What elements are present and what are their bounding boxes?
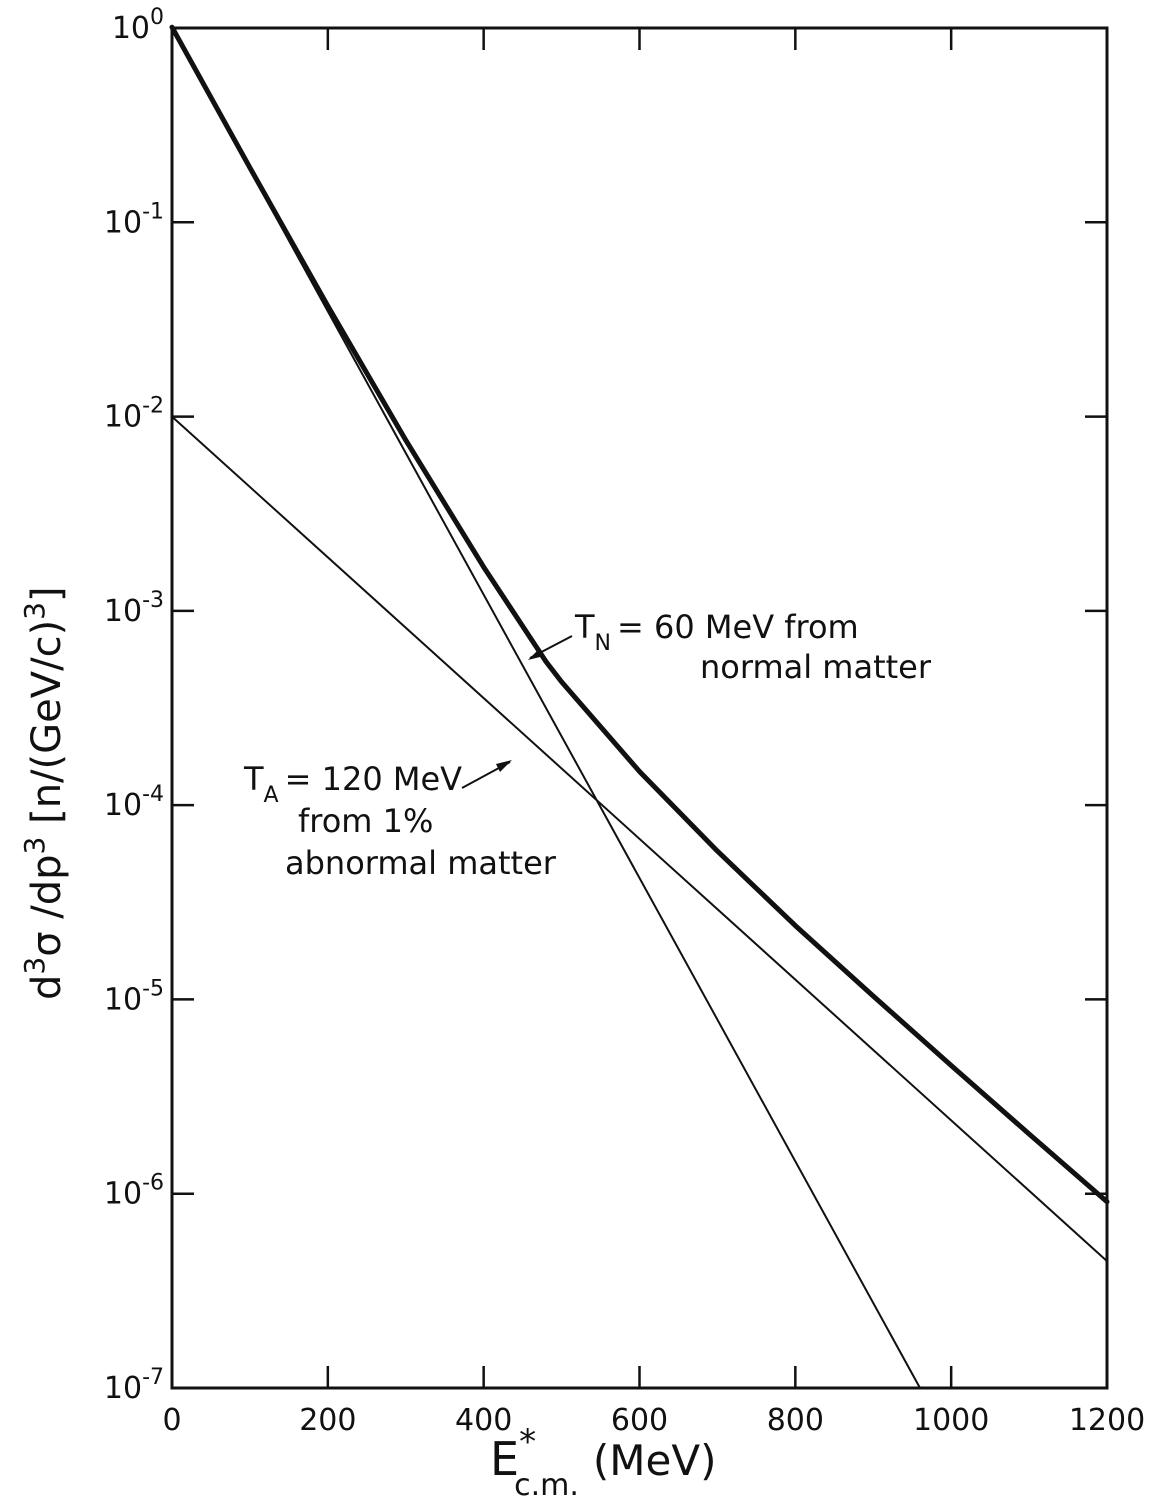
y-axis-title-part-5: 3 bbox=[18, 602, 51, 620]
series-line-2 bbox=[171, 415, 1108, 1263]
annotation-ta-line1: TA = 120 MeV bbox=[243, 760, 462, 808]
annotation-ta-arrowhead bbox=[496, 760, 512, 772]
plot-frame bbox=[170, 26, 1109, 1390]
annotation-ta-line3: abnormal matter bbox=[285, 844, 557, 882]
y-axis-title-part-1: 3 bbox=[18, 957, 51, 975]
x-tick-label: 600 bbox=[611, 1403, 668, 1438]
series-layer bbox=[169, 24, 1110, 1389]
annotation-tn-line1: TN = 60 MeV from bbox=[574, 608, 859, 656]
annotation-tn-symbol: T bbox=[574, 608, 595, 646]
y-tick-label: 10-5 bbox=[104, 976, 164, 1017]
annotation-ta-text: = 120 MeV bbox=[285, 760, 463, 798]
y-tick-label: 10-4 bbox=[104, 782, 164, 823]
x-tick-labels: 0 200 400 600 800 1000 1200 bbox=[162, 1403, 1145, 1438]
y-tick-label: 100 bbox=[112, 5, 164, 46]
x-axis-title-subscript: c.m. bbox=[514, 1468, 579, 1496]
annotation-tn-text: = 60 MeV from bbox=[617, 608, 859, 646]
annotation-ta-symbol: T bbox=[243, 760, 264, 798]
y-axis-title-part-6: ] bbox=[24, 586, 70, 602]
y-axis-title-part-4: [n/(GeV/c) bbox=[24, 620, 70, 837]
x-axis-title: E* c.m. (MeV) bbox=[490, 1422, 716, 1496]
annotation-tn-arrowhead bbox=[528, 648, 544, 660]
annotation-tn-line2: normal matter bbox=[700, 648, 932, 686]
x-tick-label: 800 bbox=[767, 1403, 824, 1438]
series-line-3 bbox=[169, 24, 1110, 1205]
x-axis-title-unit: (MeV) bbox=[593, 1436, 717, 1485]
y-axis-title-part-2: σ /dp bbox=[24, 854, 70, 956]
y-axis-title: d3σ /dp3 [n/(GeV/c)3] bbox=[18, 586, 70, 1000]
y-tick-labels: 100 10-1 10-2 10-3 10-4 10-5 10-6 10-7 bbox=[104, 5, 164, 1406]
x-tick-label: 1000 bbox=[913, 1403, 989, 1438]
x-tick-label: 400 bbox=[455, 1403, 512, 1438]
y-tick-label: 10-7 bbox=[104, 1365, 164, 1406]
y-tick-label: 10-6 bbox=[104, 1171, 164, 1212]
x-axis-title-star: * bbox=[519, 1422, 536, 1462]
annotation-ta-subscript: A bbox=[264, 783, 279, 808]
x-axis-title-main: E bbox=[490, 1432, 519, 1486]
ticks bbox=[170, 26, 1109, 1390]
y-tick-label: 10-1 bbox=[104, 199, 164, 240]
annotation-tn-subscript: N bbox=[595, 631, 611, 656]
y-tick-label: 10-2 bbox=[104, 394, 164, 435]
x-tick-label: 200 bbox=[299, 1403, 356, 1438]
y-tick-label: 10-3 bbox=[104, 588, 164, 629]
y-axis-title-part-0: d bbox=[24, 975, 70, 1000]
x-tick-label: 0 bbox=[162, 1403, 181, 1438]
x-tick-label: 1200 bbox=[1069, 1403, 1145, 1438]
annotation-ta-line2: from 1% bbox=[298, 802, 433, 840]
y-axis-title-part-3: 3 bbox=[18, 837, 51, 855]
